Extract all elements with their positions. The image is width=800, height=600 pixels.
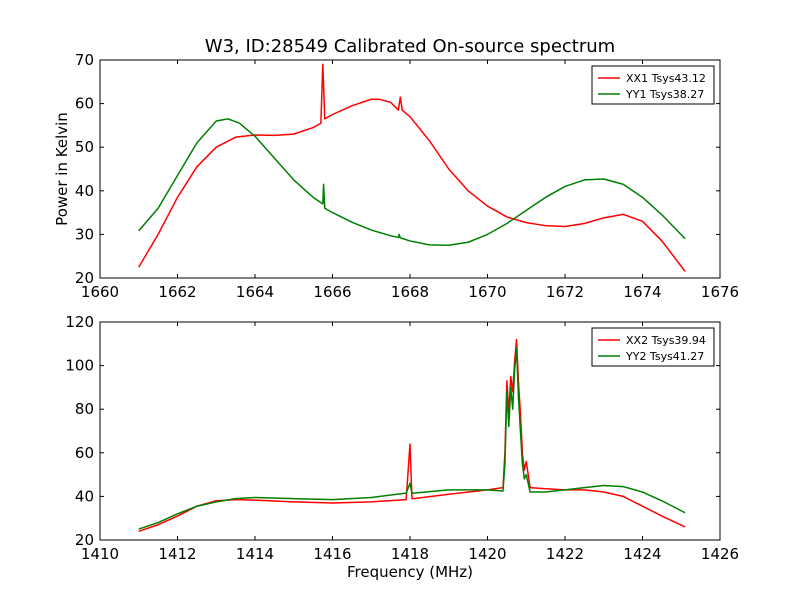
x-tick-label: 1664 bbox=[236, 283, 274, 301]
x-tick-label: 1674 bbox=[623, 283, 661, 301]
y-tick-label: 40 bbox=[75, 182, 94, 200]
y-tick-label: 20 bbox=[75, 269, 94, 287]
chart-2: 1410 1412 1414 1416 1418 1420 1422 1424 1426 20 40… bbox=[65, 313, 739, 581]
x-tick-label: 1420 bbox=[468, 545, 506, 563]
x-tick-label: 1422 bbox=[546, 545, 584, 563]
legend-entry: YY1 Tsys38.27 bbox=[625, 88, 704, 101]
x-tick-label: 1668 bbox=[391, 283, 429, 301]
legend-entry: YY2 Tsys41.27 bbox=[625, 350, 704, 363]
x-tick-label: 1662 bbox=[158, 283, 196, 301]
y-tick-label: 80 bbox=[75, 400, 94, 418]
x-axis-label: Frequency (MHz) bbox=[347, 563, 473, 581]
series-line-1 bbox=[138, 63, 686, 272]
x-tick-label: 1414 bbox=[236, 545, 274, 563]
x-tick-label: 1412 bbox=[158, 545, 196, 563]
y-tick-label: 100 bbox=[65, 357, 94, 375]
y-tick-label: 50 bbox=[75, 138, 94, 156]
y-tick-label: 40 bbox=[75, 487, 94, 505]
x-tick-label: 1424 bbox=[623, 545, 661, 563]
y-tick-label: 70 bbox=[75, 51, 94, 69]
x-tick-label: 1418 bbox=[391, 545, 429, 563]
legend: XX1 Tsys43.12 YY1 Tsys38.27 bbox=[591, 65, 715, 105]
x-tick-label: 1410 bbox=[81, 545, 119, 563]
x-tick-label: 1676 bbox=[701, 283, 739, 301]
x-tick-label: 1672 bbox=[546, 283, 584, 301]
y-tick-label: 60 bbox=[75, 444, 94, 462]
series-line-2 bbox=[138, 118, 686, 247]
series-line-2 bbox=[138, 347, 686, 530]
legend-entry: XX2 Tsys39.94 bbox=[626, 334, 706, 347]
legend-box bbox=[591, 65, 715, 105]
chart-1: 1660 1662 1664 1666 1668 1670 1672 1674 1676 20 30… bbox=[53, 36, 739, 301]
x-tick-label: 1426 bbox=[701, 545, 739, 563]
x-tick-label: 1670 bbox=[468, 283, 506, 301]
x-tick-label: 1416 bbox=[313, 545, 351, 563]
y-tick-label: 30 bbox=[75, 225, 94, 243]
y-tick-label: 60 bbox=[75, 95, 94, 113]
legend-entry: XX1 Tsys43.12 bbox=[626, 72, 706, 85]
legend: XX2 Tsys39.94 YY2 Tsys41.27 bbox=[591, 327, 715, 367]
x-tick-label: 1660 bbox=[81, 283, 119, 301]
x-tick-label: 1666 bbox=[313, 283, 351, 301]
legend-box bbox=[591, 327, 715, 367]
y-tick-label: 120 bbox=[65, 313, 94, 331]
chart-title: W3, ID:28549 Calibrated On-source spectr… bbox=[205, 36, 615, 57]
y-tick-label: 20 bbox=[75, 531, 94, 549]
y-axis-label: Power in Kelvin bbox=[53, 112, 71, 226]
